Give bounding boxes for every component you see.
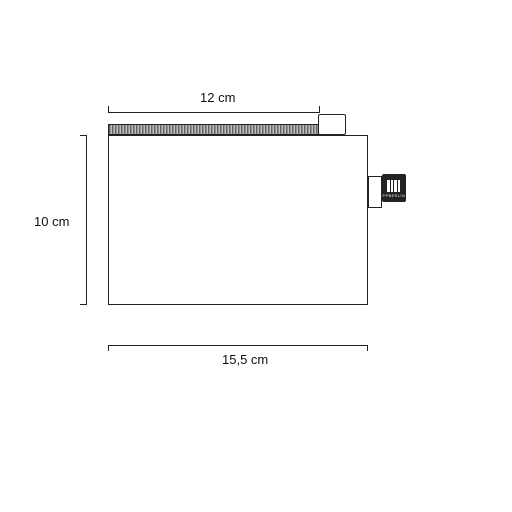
left-dim-tick-top: [80, 135, 86, 136]
left-dim-label: 10 cm: [34, 214, 69, 229]
left-dim-tick-bottom: [80, 304, 86, 305]
bottom-dim-tick-left: [108, 345, 109, 351]
brand-text: PPBERLIN: [383, 194, 406, 198]
side-tag: [368, 176, 382, 208]
bottom-dim-line: [108, 345, 368, 346]
left-dim-line: [86, 135, 87, 305]
zipper-bar: [108, 124, 320, 135]
top-dim-tick-right: [319, 106, 320, 112]
bottom-dim-tick-right: [367, 345, 368, 351]
top-dim-line: [108, 112, 320, 113]
brand-logo-icon: [386, 179, 402, 193]
bottom-dim-label: 15,5 cm: [222, 352, 268, 367]
top-dim-tick-left: [108, 106, 109, 112]
diagram-canvas: 12 cm 10 cm 15,5 cm PPBERLIN: [0, 0, 512, 512]
pouch-body: [108, 135, 368, 305]
zipper-pull: [318, 114, 346, 135]
top-dim-label: 12 cm: [200, 90, 235, 105]
brand-label: PPBERLIN: [382, 174, 406, 202]
